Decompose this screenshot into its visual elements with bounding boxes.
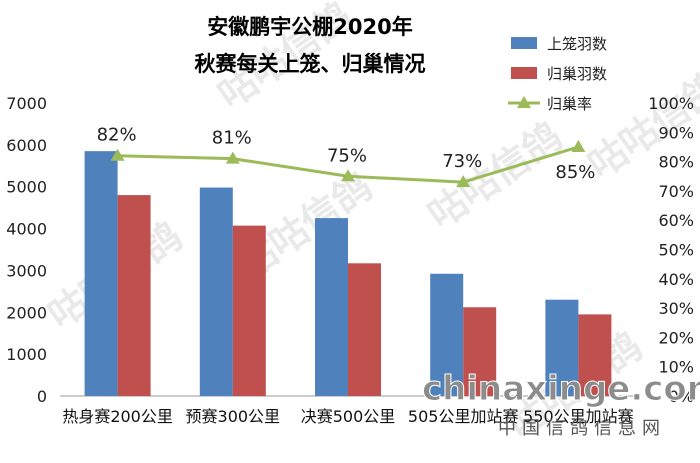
y-right-tick-label: 20%	[658, 328, 694, 347]
y-left-tick-label: 1000	[6, 345, 47, 364]
legend-swatch-returned	[511, 67, 537, 79]
return-rate-point	[110, 148, 125, 161]
return-rate-label: 82%	[97, 125, 137, 146]
x-tick-label: 550公里加站赛	[523, 407, 634, 426]
ghost-watermark-2: 咕咕信鸽	[420, 114, 570, 237]
y-right-tick-label: 60%	[658, 211, 694, 230]
y-left-tick-label: 2000	[6, 303, 47, 322]
y-left-tick-label: 7000	[6, 94, 47, 113]
return-rate-point	[456, 175, 471, 188]
legend-label: 归巢羽数	[547, 65, 607, 83]
y-left-tick-label: 0	[37, 387, 47, 406]
return-rate-point	[571, 139, 586, 152]
x-tick-label: 预赛300公里	[186, 407, 281, 426]
data-labels: 82% 81% 75% 73% 85%	[97, 125, 596, 183]
return-rate-point	[225, 151, 240, 164]
y-right-tick-label: 10%	[658, 358, 694, 377]
legend-swatch-caged	[511, 37, 537, 49]
return-rate-label: 75%	[327, 145, 367, 166]
return-rate-label: 81%	[212, 128, 252, 149]
bar-returned	[232, 225, 266, 396]
title-line-1: 安徽鹏宇公棚2020年	[207, 15, 412, 39]
bar-returned	[348, 263, 381, 396]
y-left-tick-label: 6000	[6, 136, 47, 155]
return-rate-point	[341, 169, 355, 182]
title-line-2: 秋赛每关上笼、归巢情况	[195, 52, 426, 76]
y-right-tick-label: 30%	[658, 299, 694, 318]
return-rate-label: 85%	[555, 162, 595, 183]
y-left-tick-label: 5000	[6, 178, 47, 197]
site-watermark: chinaxinge.com 中国信鸽信息网	[422, 369, 700, 440]
y-right-tick-label: 50%	[658, 241, 694, 260]
y-right-tick-label: 80%	[658, 153, 694, 172]
x-tick-label: 505公里加站赛	[408, 407, 519, 426]
legend-swatch-rate-marker	[517, 96, 531, 108]
y-right-tick-label: 90%	[658, 123, 694, 142]
legend-label: 上笼羽数	[547, 35, 607, 53]
bar-returned	[578, 314, 612, 396]
bar-returned	[117, 195, 151, 396]
bars	[84, 151, 612, 396]
x-tick-label: 决赛500公里	[301, 407, 396, 426]
y-right-tick-label: 100%	[648, 94, 694, 113]
bar-caged	[199, 187, 233, 396]
bar-returned	[463, 307, 497, 396]
bar-caged	[430, 273, 464, 396]
legend-label: 归巢率	[547, 95, 592, 113]
x-tick-label: 热身赛200公里	[62, 407, 173, 426]
watermark-site: chinaxinge.com	[422, 369, 700, 409]
y-left-tick-label: 3000	[6, 261, 47, 280]
y-left-tick-label: 4000	[6, 220, 47, 239]
y-right-tick-label: 0%	[669, 387, 694, 406]
y-right-tick-label: 70%	[658, 182, 694, 201]
rate-line	[110, 139, 586, 188]
y-right-tick-label: 40%	[658, 270, 694, 289]
return-rate-label: 73%	[442, 151, 482, 172]
bar-caged	[545, 299, 579, 396]
watermark-site-cn: 中国信鸽信息网	[498, 418, 666, 439]
bar-caged	[315, 218, 348, 396]
bar-caged	[84, 151, 118, 396]
